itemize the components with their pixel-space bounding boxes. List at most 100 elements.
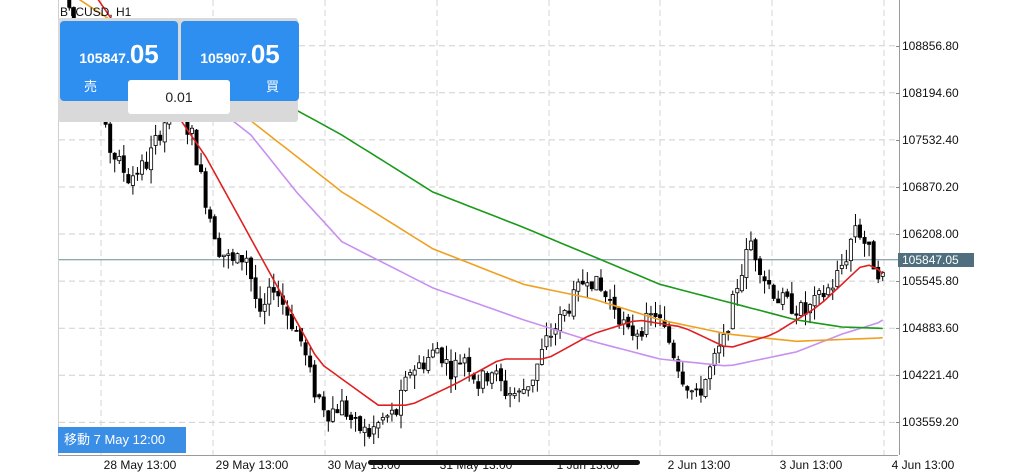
buy-label: 買 [265,79,279,94]
candle-body [576,281,581,292]
candle-body [817,290,822,295]
goto-date-button[interactable]: 移動 7 May 12:00 [58,427,186,453]
candle-body [421,362,426,370]
candle-body [276,290,281,297]
ma-red-line [97,0,884,406]
buy-price: 105907.05 [181,39,299,70]
candle-body [476,381,481,389]
candle-body [630,325,635,336]
candle-body [794,313,799,316]
candle-body [262,303,267,312]
candle-body [426,357,431,371]
candle-body [680,371,685,385]
candle-body [639,331,644,337]
candle-body [535,363,540,381]
candle-body [739,275,744,292]
home-indicator[interactable] [368,460,640,465]
candle-body [603,291,608,298]
candle-body [671,342,676,359]
candle-body [217,237,222,257]
candle-body [785,291,790,297]
candle-body [594,275,599,291]
candle-body [485,372,490,382]
candle-body [130,175,135,186]
candle-body [158,134,163,141]
price-tick-text: 104883.60 [902,321,959,336]
current-price-marker: 105847.05 [898,252,974,267]
candle-body [635,333,640,337]
candle-body [244,257,249,263]
candle-body [444,359,449,364]
candle-body [544,335,549,348]
candle-body [353,416,358,419]
candle-body [349,414,354,420]
candle-body [194,129,199,166]
candle-body [208,209,213,219]
candle-body [235,253,240,264]
price-tick-text: 106208.00 [902,227,959,242]
candle-body [717,345,722,354]
candle-body [258,298,263,312]
candle-body [358,416,363,431]
candle-body [612,296,617,310]
price-axis[interactable]: 108856.80 108194.60 107532.40 106870.20 1062… [896,0,1024,455]
candle-body [580,280,585,285]
candle-body [808,304,813,314]
candle-body [335,409,340,414]
candle-body [271,287,276,293]
candle-body [762,276,767,282]
candle-body [380,417,385,421]
candle-body [571,289,576,317]
candle-body [685,386,690,391]
time-tick-label: 4 Jun 13:00 [891,458,955,472]
candle-body [698,388,703,396]
symbol-label: BTCUSD, H1 [60,5,132,19]
time-tick-label: 29 May 13:00 [215,458,289,472]
candle-body [644,312,649,335]
candle-body [867,241,872,245]
buy-price-pips: 05 [250,39,280,69]
candle-body [812,294,817,307]
candle-body [780,292,785,305]
candle-body [326,410,331,422]
candle-body [212,216,217,240]
candle-body [376,422,381,429]
candle-body [303,342,308,356]
candle-body [149,147,154,171]
candle-body [835,270,840,287]
candle-body [462,357,467,364]
candle-body [608,298,613,301]
candle-body [203,171,208,208]
candle-body [567,310,572,314]
candle-body [526,386,531,391]
lot-size-input[interactable]: 0.01 [128,80,230,114]
candle-body [417,362,422,369]
candle-body [285,306,290,316]
candle-body [67,0,72,8]
candle-body [562,310,567,316]
sell-label: 売 [84,79,98,94]
candle-body [267,286,272,305]
candle-body [362,426,367,434]
candle-body [748,240,753,251]
candle-body [585,282,590,287]
candle-body [558,314,563,331]
price-tick-label: 106870.20 [896,179,959,194]
candle-body [658,314,663,319]
candle-body [399,389,404,416]
candle-body [253,277,258,300]
price-tick-label: 103559.20 [896,415,959,429]
candle-body [689,390,694,393]
candle-body [312,364,317,398]
candle-body [862,237,867,244]
candle-body [676,359,681,372]
candle-body [548,335,553,338]
price-tick-text: 106870.20 [902,179,959,194]
price-tick-text: 105545.80 [902,274,959,289]
candle-body [876,266,881,280]
candle-body [826,287,831,296]
candle-body [371,426,376,435]
candle-body [730,293,735,330]
candle-body [667,326,672,343]
candle-body [162,122,167,143]
